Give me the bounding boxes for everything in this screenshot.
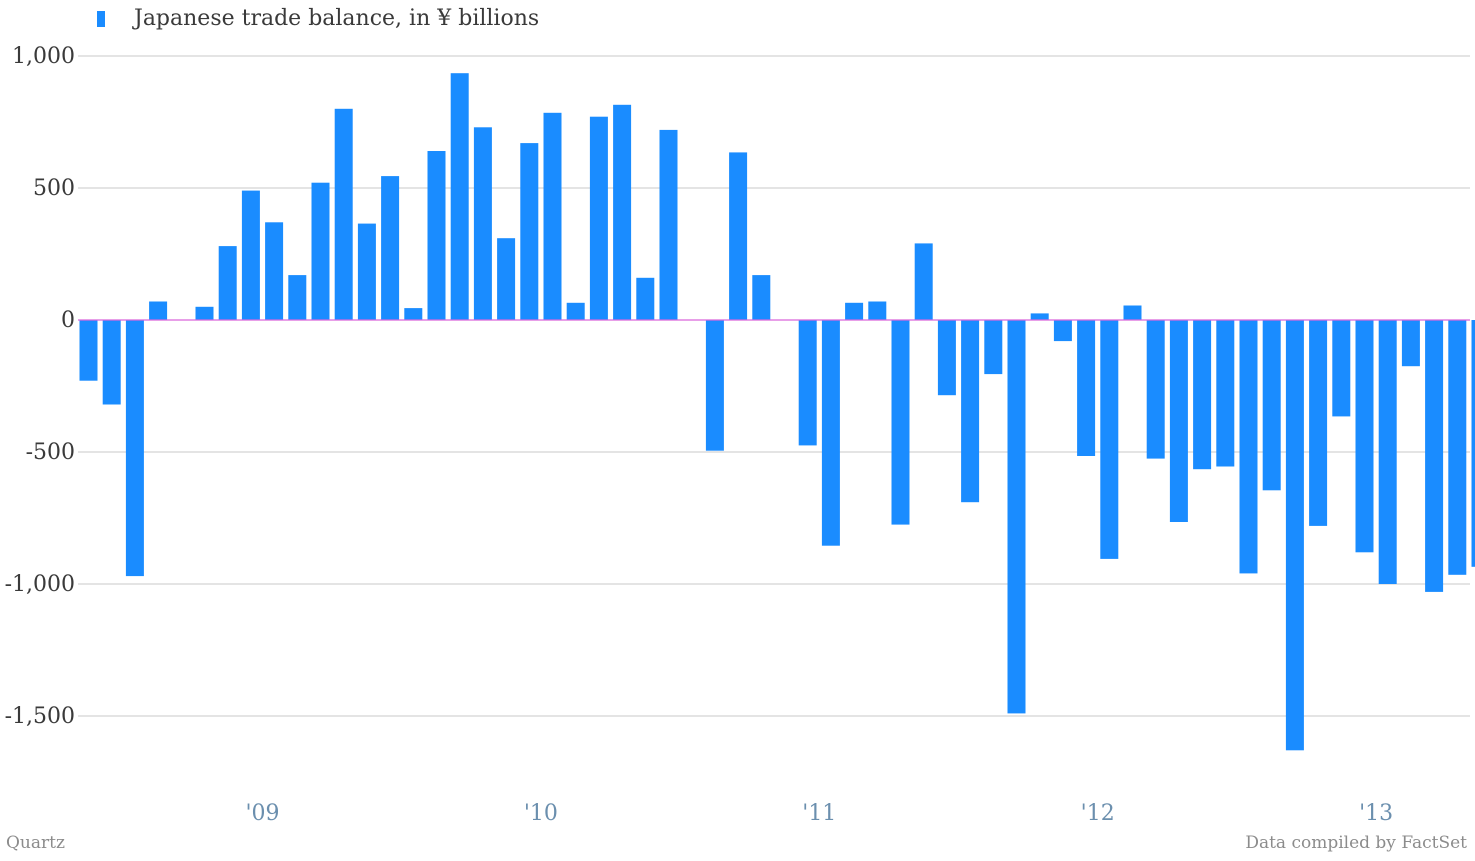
bar <box>334 108 353 320</box>
bar <box>381 176 400 320</box>
bar <box>543 112 562 320</box>
y-tick-label: -500 <box>26 440 75 465</box>
bar <box>450 73 469 320</box>
bar <box>218 246 237 320</box>
bar <box>520 143 539 320</box>
bar <box>636 277 655 320</box>
bar <box>1053 320 1072 342</box>
bar <box>497 238 516 320</box>
bar <box>1123 305 1142 320</box>
bar <box>1448 320 1467 575</box>
bar <box>914 243 933 320</box>
bar <box>937 320 956 396</box>
bar <box>1239 320 1258 574</box>
bar <box>891 320 910 525</box>
bar <box>125 320 144 577</box>
bar <box>1216 320 1235 467</box>
bar <box>1077 320 1096 456</box>
bar <box>1425 320 1444 592</box>
bar <box>589 116 608 320</box>
legend-swatch <box>97 11 105 27</box>
y-tick-label: 0 <box>61 308 75 333</box>
bar <box>102 320 121 405</box>
bar <box>961 320 980 503</box>
bar <box>821 320 840 546</box>
y-tick-label: -1,500 <box>5 704 75 729</box>
bar <box>311 182 330 320</box>
bar <box>1285 320 1304 751</box>
bar <box>1378 320 1397 584</box>
legend: Japanese trade balance, in ¥ billions <box>97 4 539 34</box>
bar <box>1100 320 1119 559</box>
bar <box>705 320 724 451</box>
bar <box>265 222 284 320</box>
bar <box>1262 320 1281 491</box>
bar <box>1309 320 1328 526</box>
bar <box>845 302 864 320</box>
bar <box>288 275 307 320</box>
bar <box>1030 313 1049 320</box>
bar <box>984 320 1003 375</box>
y-tick-label: 500 <box>33 176 75 201</box>
data-source-credit: Data compiled by FactSet <box>1245 833 1467 853</box>
x-tick-label: '13 <box>1359 801 1393 826</box>
bar <box>1007 320 1026 714</box>
bar <box>566 302 585 320</box>
bar <box>1355 320 1374 553</box>
bar <box>1471 320 1475 567</box>
bar <box>404 308 423 320</box>
y-tick-label: 1,000 <box>12 44 75 69</box>
bar <box>798 320 817 446</box>
bar <box>149 301 168 320</box>
bar <box>241 190 260 320</box>
x-tick-label: '11 <box>802 801 836 826</box>
bar <box>1401 320 1420 367</box>
x-tick-label: '09 <box>245 801 279 826</box>
bar <box>613 104 632 320</box>
x-tick-label: '12 <box>1081 801 1115 826</box>
bar <box>659 129 678 320</box>
bar <box>752 275 771 320</box>
bar <box>868 301 887 320</box>
y-tick-label: -1,000 <box>5 572 75 597</box>
bar <box>195 306 214 320</box>
publisher-credit: Quartz <box>6 833 65 853</box>
bar <box>1146 320 1165 459</box>
legend-label: Japanese trade balance, in ¥ billions <box>134 6 540 31</box>
bar <box>729 152 748 320</box>
bar <box>1193 320 1212 470</box>
bar <box>427 151 446 320</box>
bar <box>1169 320 1188 522</box>
bar <box>357 223 376 320</box>
bar <box>473 127 492 320</box>
bar <box>79 320 98 381</box>
bar <box>1332 320 1351 417</box>
x-tick-label: '10 <box>524 801 558 826</box>
